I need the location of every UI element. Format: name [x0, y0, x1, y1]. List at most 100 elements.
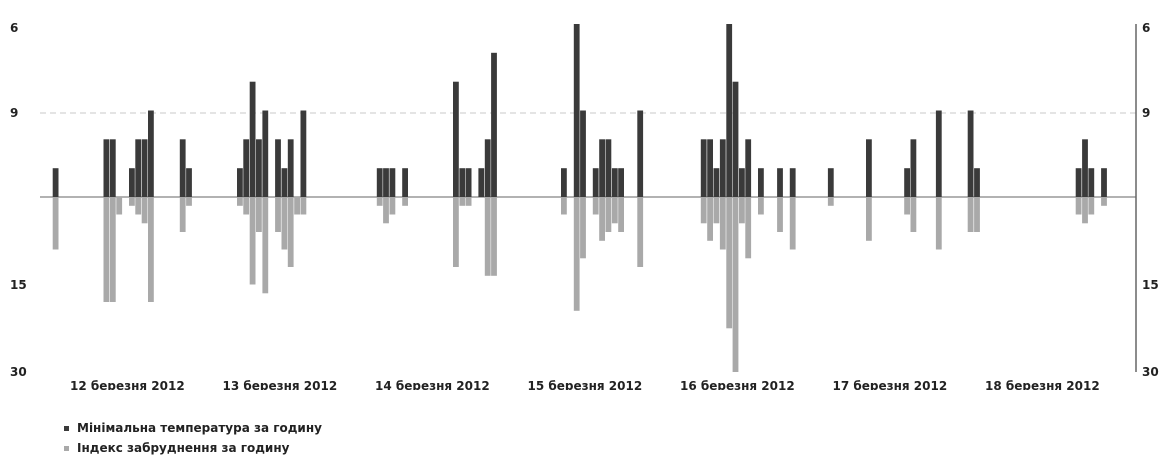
legend-item-series-1: Мінімальна температура за годину — [64, 418, 484, 438]
bar-series-2 — [592, 197, 599, 215]
legend-item-series-2: Індекс забруднення за годину — [64, 438, 484, 458]
bar-series-2 — [910, 197, 917, 232]
bar-series-1 — [599, 139, 605, 197]
x-tick-label: 14 березня 2012 — [375, 379, 490, 390]
bar-series-1 — [1101, 168, 1107, 197]
bar-series-1 — [1082, 139, 1088, 197]
x-axis-labels: 12 березня 2012 13 березня 2012 14 березня… — [70, 379, 1100, 390]
bar-series-1 — [974, 168, 980, 197]
bar-series-2 — [383, 197, 389, 224]
chart: 6 9 15 30 6 9 15 30 12 березня 2012 13 бе… — [10, 21, 1159, 390]
bar-series-2 — [739, 197, 745, 224]
bar-series-1 — [237, 168, 243, 197]
x-tick-label: 17 березня 2012 — [833, 379, 948, 390]
bar-series-1 — [103, 139, 110, 197]
bar-series-2 — [275, 197, 281, 232]
bar-series-2 — [605, 197, 612, 232]
bar-series-2 — [179, 197, 186, 232]
left-tick-9: 9 — [10, 106, 18, 120]
bar-series-2 — [1075, 197, 1082, 215]
bar-series-1 — [109, 139, 116, 197]
bar-series-2 — [726, 197, 733, 329]
bar-series-1 — [52, 168, 59, 197]
bar-series-1 — [275, 139, 281, 197]
bar-series-1 — [459, 168, 466, 197]
bar-series-2 — [109, 197, 116, 302]
bar-series-1 — [491, 52, 497, 197]
bar-series-2 — [732, 197, 739, 372]
bar-series-1 — [561, 168, 567, 197]
bar-series-2 — [376, 197, 383, 206]
bar-series-2 — [249, 197, 256, 285]
bar-series-1 — [179, 139, 186, 197]
left-tick-30: 30 — [10, 365, 27, 379]
bar-series-1 — [758, 168, 764, 197]
bar-series-2 — [1088, 197, 1095, 215]
bar-series-2 — [611, 197, 618, 224]
series-1-bars — [52, 24, 1107, 197]
x-tick-label: 15 березня 2012 — [528, 379, 643, 390]
bar-series-1 — [707, 139, 713, 197]
bar-series-1 — [148, 110, 154, 197]
bar-series-2 — [904, 197, 910, 215]
bar-series-2 — [866, 197, 872, 241]
bar-series-1 — [866, 139, 872, 197]
bar-series-1 — [1075, 168, 1082, 197]
bar-series-2 — [465, 197, 472, 206]
bar-series-2 — [256, 197, 262, 232]
x-tick-label: 16 березня 2012 — [680, 379, 795, 390]
bar-series-2 — [459, 197, 466, 206]
bar-series-1 — [186, 168, 192, 197]
x-tick-label: 13 березня 2012 — [223, 379, 338, 390]
bar-series-2 — [700, 197, 707, 224]
bar-series-2 — [262, 197, 269, 294]
right-tick-6: 6 — [1142, 21, 1150, 35]
bar-series-1 — [376, 168, 383, 197]
bar-series-1 — [484, 139, 491, 197]
bar-series-1 — [637, 110, 644, 197]
bar-series-2 — [116, 197, 123, 215]
bar-series-2 — [287, 197, 294, 267]
legend: Мінімальна температура за годину Індекс … — [64, 418, 484, 458]
bar-series-1 — [580, 110, 586, 197]
bar-series-1 — [713, 168, 720, 197]
bar-series-2 — [719, 197, 726, 250]
bar-series-2 — [129, 197, 135, 206]
bar-series-2 — [1082, 197, 1088, 224]
bar-series-1 — [935, 110, 942, 197]
bar-series-2 — [745, 197, 752, 259]
bar-series-2 — [135, 197, 142, 215]
bar-series-2 — [974, 197, 980, 232]
bar-series-1 — [243, 139, 250, 197]
bar-series-1 — [453, 81, 459, 197]
bar-series-1 — [287, 139, 294, 197]
bar-series-2 — [402, 197, 408, 206]
right-tick-30: 30 — [1142, 365, 1159, 379]
right-tick-9: 9 — [1142, 106, 1150, 120]
bar-series-1 — [745, 139, 752, 197]
bar-series-1 — [732, 81, 739, 197]
bar-series-2 — [618, 197, 624, 232]
bar-series-1 — [827, 168, 834, 197]
bar-series-2 — [777, 197, 783, 232]
legend-label-series-2: Індекс забруднення за годину — [77, 441, 290, 455]
left-tick-15: 15 — [10, 278, 27, 292]
bar-series-2 — [967, 197, 974, 232]
bar-series-2 — [1101, 197, 1107, 206]
bar-series-1 — [726, 24, 733, 197]
bar-series-1 — [465, 168, 472, 197]
bar-series-1 — [249, 81, 256, 197]
bar-series-1 — [700, 139, 707, 197]
bar-series-2 — [294, 197, 300, 215]
x-tick-label: 18 березня 2012 — [985, 379, 1100, 390]
bar-series-2 — [484, 197, 491, 276]
bar-series-2 — [637, 197, 644, 267]
bar-series-1 — [300, 110, 307, 197]
bar-series-2 — [573, 197, 580, 311]
bar-series-2 — [580, 197, 586, 259]
bar-series-2 — [300, 197, 307, 215]
legend-swatch-series-2 — [64, 445, 69, 451]
bar-series-2 — [758, 197, 764, 215]
bar-series-1 — [719, 139, 726, 197]
legend-swatch-series-1 — [64, 425, 69, 431]
